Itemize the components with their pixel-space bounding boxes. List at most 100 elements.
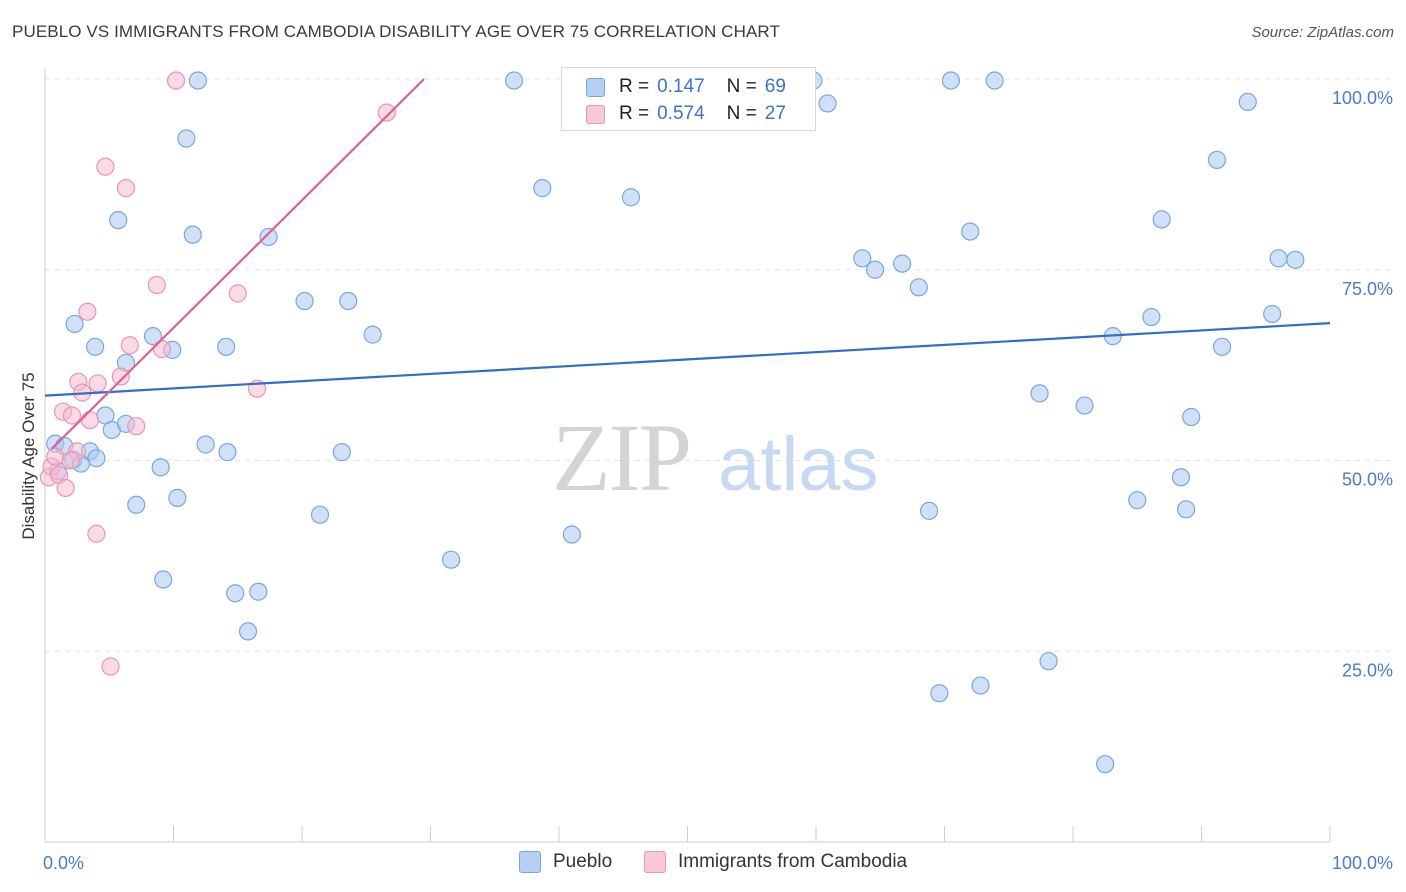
pueblo-point <box>86 337 105 356</box>
pueblo-point <box>226 584 245 603</box>
pueblo-point <box>196 435 215 454</box>
legend-row-pueblo: R = 0.147 N = 69 <box>586 75 786 99</box>
pueblo-point <box>332 443 351 462</box>
legend-row-cambodia: R = 0.574 N = 27 <box>586 102 786 126</box>
pueblo-point <box>1286 250 1305 269</box>
pueblo-point <box>310 505 330 524</box>
pueblo-point <box>183 225 202 244</box>
pueblo-point <box>1171 468 1191 487</box>
legend-n-label: N = <box>726 76 757 97</box>
pueblo-point <box>533 179 552 198</box>
cambodia-point <box>88 374 107 393</box>
pueblo-point <box>168 488 187 507</box>
bottom-legend-cambodia: Immigrants from Cambodia <box>644 851 907 873</box>
legend-r-label: R = <box>619 76 650 97</box>
pueblo-point <box>961 222 980 241</box>
cambodia-point <box>120 336 139 355</box>
pueblo-point <box>562 525 581 544</box>
pueblo-point <box>218 443 237 462</box>
watermark: ZIP atlas <box>552 404 879 511</box>
pueblo-point <box>177 129 196 148</box>
legend-r-label: R = <box>619 103 650 124</box>
bottom-legend-label-pueblo: Pueblo <box>553 851 613 872</box>
pueblo-point <box>1176 500 1196 519</box>
bottom-legend-swatch-cambodia <box>644 851 666 873</box>
cambodia-point <box>166 71 186 90</box>
legend-r-value: 0.574 <box>657 103 705 124</box>
pueblo-point <box>1075 396 1094 415</box>
cambodia-point <box>62 406 82 425</box>
tick-labels: 25.0% 50.0% 75.0% 100.0% 0.0% 100.0% <box>43 88 1393 873</box>
pueblo-point <box>919 501 939 520</box>
pueblo-point <box>154 570 173 589</box>
y-tick-label: 100.0% <box>1332 88 1393 108</box>
cambodia-point <box>116 179 136 198</box>
source-label: Source: ZipAtlas.com <box>1251 24 1394 41</box>
chart-title: PUEBLO VS IMMIGRANTS FROM CAMBODIA DISAB… <box>12 22 780 41</box>
cambodia-point <box>78 302 97 321</box>
cambodia-point <box>127 417 146 436</box>
pueblo-point <box>238 622 258 641</box>
axes <box>44 68 1331 843</box>
legend-n-value: 27 <box>764 103 786 124</box>
cambodia-point <box>56 478 75 498</box>
x-tick-label-min: 0.0% <box>43 853 84 873</box>
cambodia-point <box>80 410 100 430</box>
cambodia-point <box>96 157 115 176</box>
pueblo-point <box>941 71 961 90</box>
pueblo-point <box>1030 384 1049 403</box>
x-tick-label-max: 100.0% <box>1332 853 1393 873</box>
pueblo-point <box>1152 210 1171 229</box>
pueblo-point <box>504 71 524 90</box>
bottom-legend: Pueblo Immigrants from Cambodia <box>0 851 1406 877</box>
trend-line-pueblo <box>44 322 1331 397</box>
y-axis-label: Disability Age Over 75 <box>19 372 38 539</box>
watermark-atlas: atlas <box>718 422 879 507</box>
pueblo-point <box>151 458 170 477</box>
y-tick-label: 50.0% <box>1342 470 1393 490</box>
pueblo-point <box>1142 307 1161 327</box>
legend-r-value: 0.147 <box>657 76 705 97</box>
legend-n-value: 69 <box>764 76 786 97</box>
pueblo-point <box>866 260 885 279</box>
pueblo-point <box>217 337 236 356</box>
cambodia-point <box>152 340 172 359</box>
cambodia-point <box>87 524 106 543</box>
bottom-legend-pueblo: Pueblo <box>519 851 612 873</box>
pueblo-point <box>909 278 928 297</box>
cambodia-point <box>61 451 80 470</box>
pueblo-point <box>818 94 837 113</box>
pueblo-point <box>65 314 84 334</box>
legend-n-label: N = <box>726 103 757 124</box>
pueblo-point <box>87 449 106 468</box>
pueblo-point <box>1182 407 1201 427</box>
y-tick-label: 25.0% <box>1342 660 1393 680</box>
pueblo-point <box>853 249 872 268</box>
pueblo-point <box>143 327 163 346</box>
pueblo-point <box>1039 652 1058 671</box>
legend-swatch-cambodia <box>586 104 605 124</box>
pueblo-point <box>295 291 314 311</box>
cambodia-point <box>377 103 396 122</box>
pueblo-point <box>1207 150 1227 169</box>
pueblo-point <box>971 676 990 695</box>
pueblo-point <box>109 211 128 230</box>
cambodia-point <box>111 367 130 386</box>
pueblo-point <box>127 495 146 514</box>
series-pueblo <box>46 71 1305 774</box>
pueblo-point <box>1269 249 1288 268</box>
watermark-zip: ZIP <box>552 404 690 511</box>
bottom-legend-swatch-pueblo <box>519 851 541 873</box>
pueblo-point <box>930 684 949 703</box>
trend-line-cambodia <box>50 78 425 450</box>
pueblo-point <box>621 188 641 207</box>
pueblo-point <box>1128 491 1147 510</box>
grid-lines <box>45 78 1392 652</box>
cambodia-point <box>101 657 120 676</box>
trend-lines <box>44 78 1331 450</box>
pueblo-point <box>892 254 912 273</box>
pueblo-point <box>1212 337 1232 356</box>
pueblo-point <box>1238 92 1257 111</box>
pueblo-point <box>985 71 1004 90</box>
